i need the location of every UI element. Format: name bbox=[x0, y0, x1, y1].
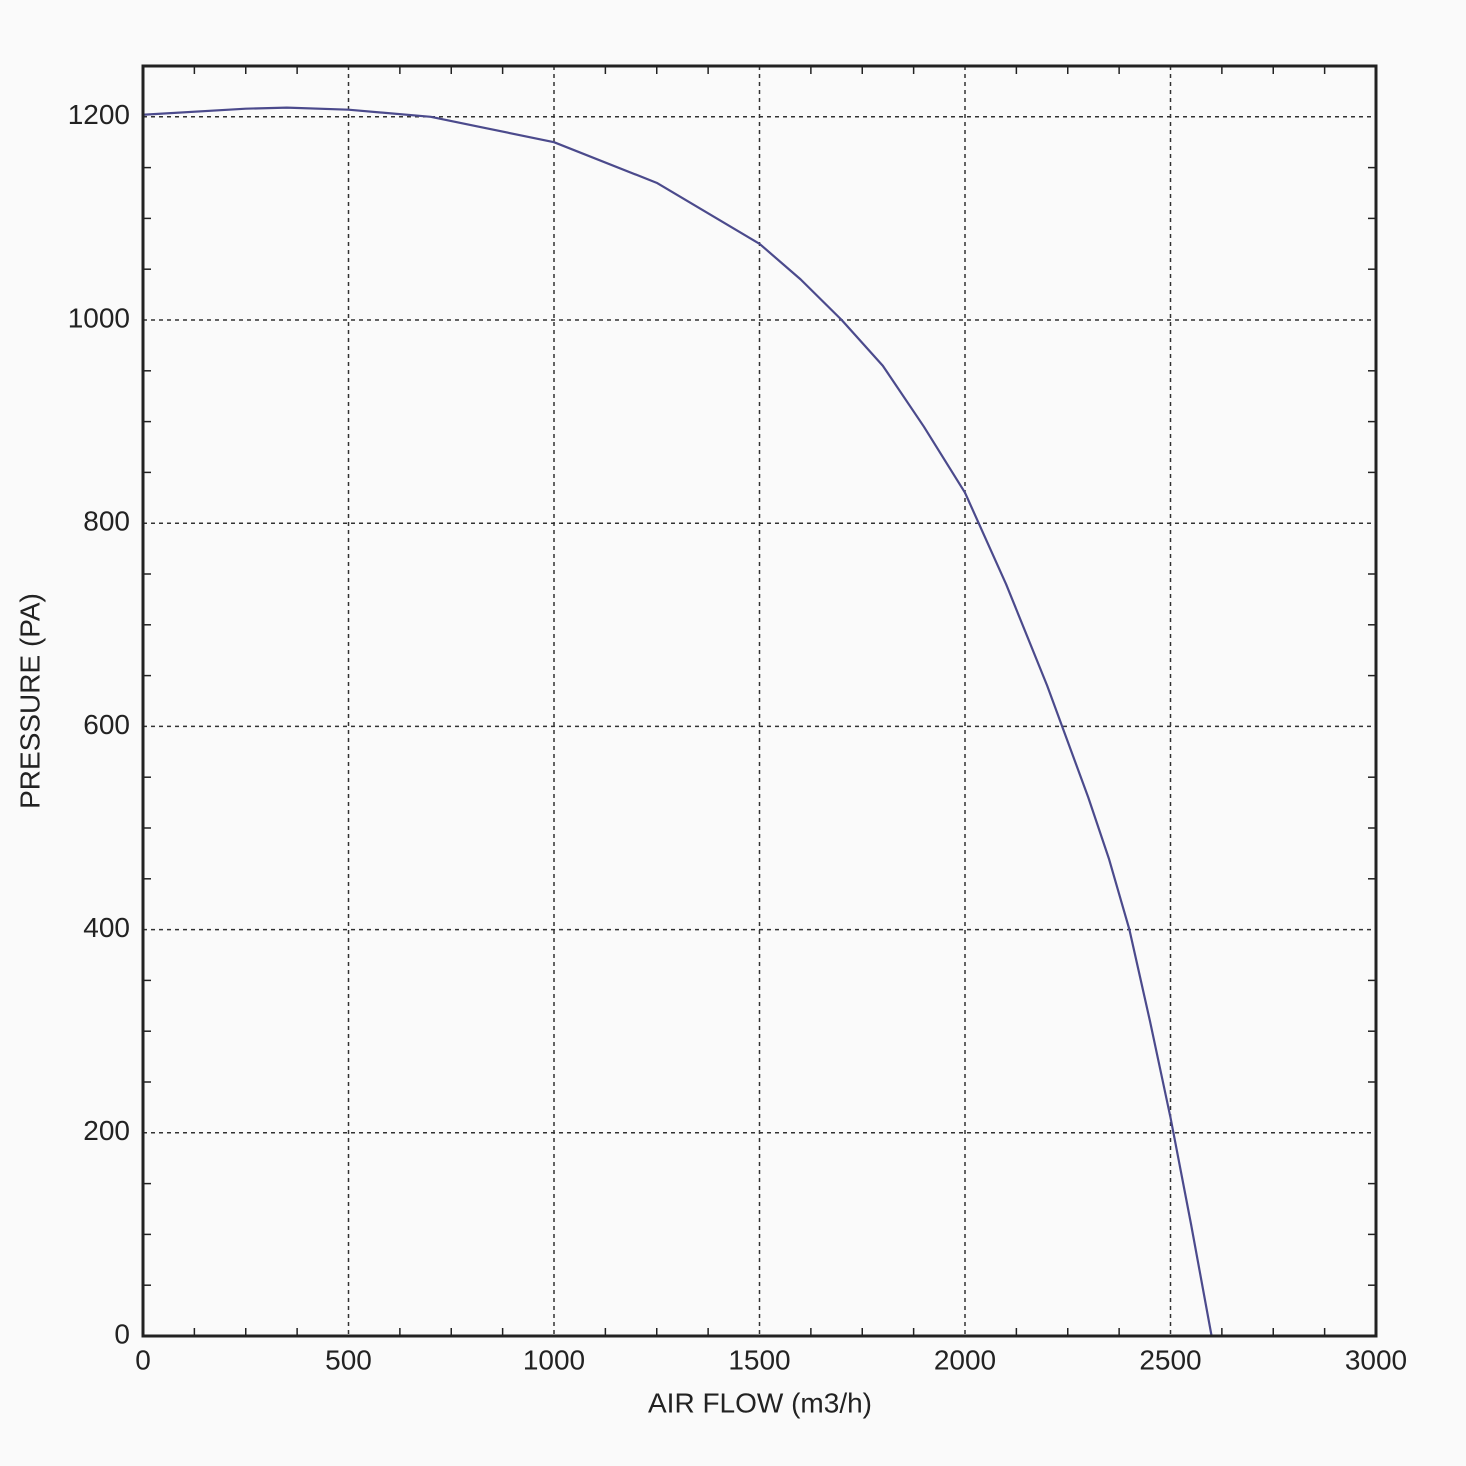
y-tick-label: 800 bbox=[83, 506, 130, 537]
x-tick-label: 3000 bbox=[1345, 1344, 1407, 1375]
y-tick-label: 600 bbox=[83, 709, 130, 740]
x-tick-label: 2000 bbox=[934, 1344, 996, 1375]
x-tick-label: 1000 bbox=[523, 1344, 585, 1375]
y-tick-label: 1000 bbox=[68, 302, 130, 333]
x-tick-label: 500 bbox=[325, 1344, 372, 1375]
x-tick-label: 1500 bbox=[728, 1344, 790, 1375]
y-tick-label: 1200 bbox=[68, 99, 130, 130]
plot-frame bbox=[141, 64, 1378, 1338]
y-tick-label: 400 bbox=[83, 912, 130, 943]
x-axis-label: AIR FLOW (m3/h) bbox=[648, 1387, 872, 1418]
y-tick-label: 0 bbox=[114, 1318, 130, 1349]
y-axis-label: PRESSURE (PA) bbox=[14, 593, 45, 809]
x-tick-label: 2500 bbox=[1139, 1344, 1201, 1375]
y-tick-label: 200 bbox=[83, 1115, 130, 1146]
data-line bbox=[142, 106, 1213, 1337]
x-tick-label: 0 bbox=[135, 1344, 151, 1375]
